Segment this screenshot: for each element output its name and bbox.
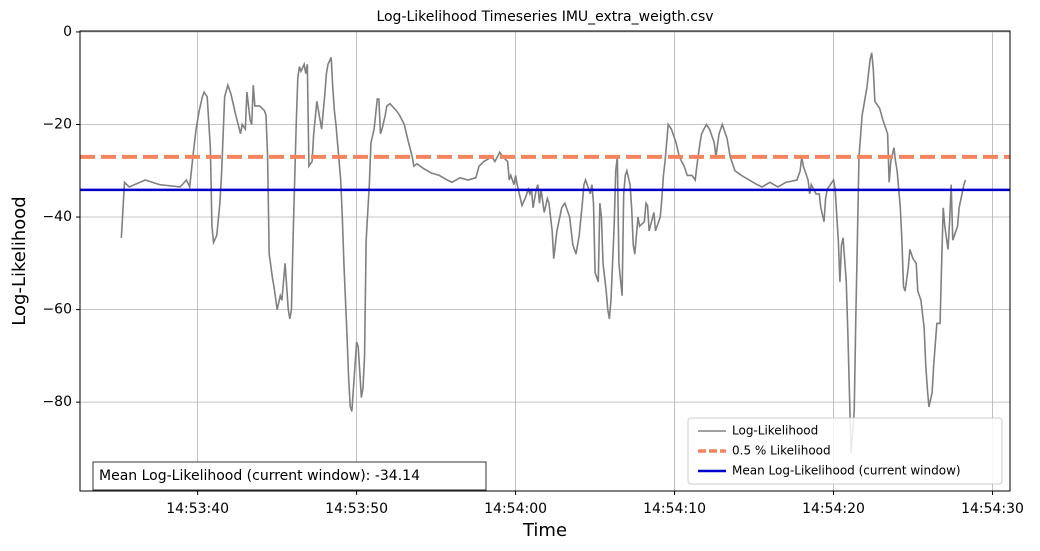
y-tick-label: −20: [42, 116, 72, 132]
x-axis-label: Time: [522, 520, 567, 541]
plot-frame: [79, 30, 1011, 492]
y-tick-label: 0: [63, 24, 72, 40]
y-axis-label: Log-Likelihood: [9, 196, 30, 325]
legend-label: 0.5 % Likelihood: [732, 444, 831, 458]
legend-box: [687, 417, 1003, 485]
y-tick-label: −40: [42, 209, 72, 225]
x-tick-label: 14:53:40: [166, 501, 229, 517]
chart-title: Log-Likelihood Timeseries IMU_extra_weig…: [376, 9, 713, 25]
x-tick-label: 14:54:30: [961, 501, 1024, 517]
y-tick-label: −60: [42, 302, 72, 318]
x-tick-label: 14:54:10: [643, 501, 706, 517]
legend-label: Log-Likelihood: [732, 424, 818, 438]
annotation: Mean Log-Likelihood (current window): -3…: [99, 468, 420, 484]
data-line: [120, 52, 967, 454]
x-tick-label: 14:54:20: [802, 501, 865, 517]
x-tick-label: 14:54:00: [484, 501, 547, 517]
y-tick-label: −80: [42, 394, 72, 410]
x-tick-label: 14:53:50: [325, 501, 388, 517]
legend-label: Mean Log-Likelihood (current window): [732, 464, 961, 478]
annotation-box: [92, 461, 487, 491]
